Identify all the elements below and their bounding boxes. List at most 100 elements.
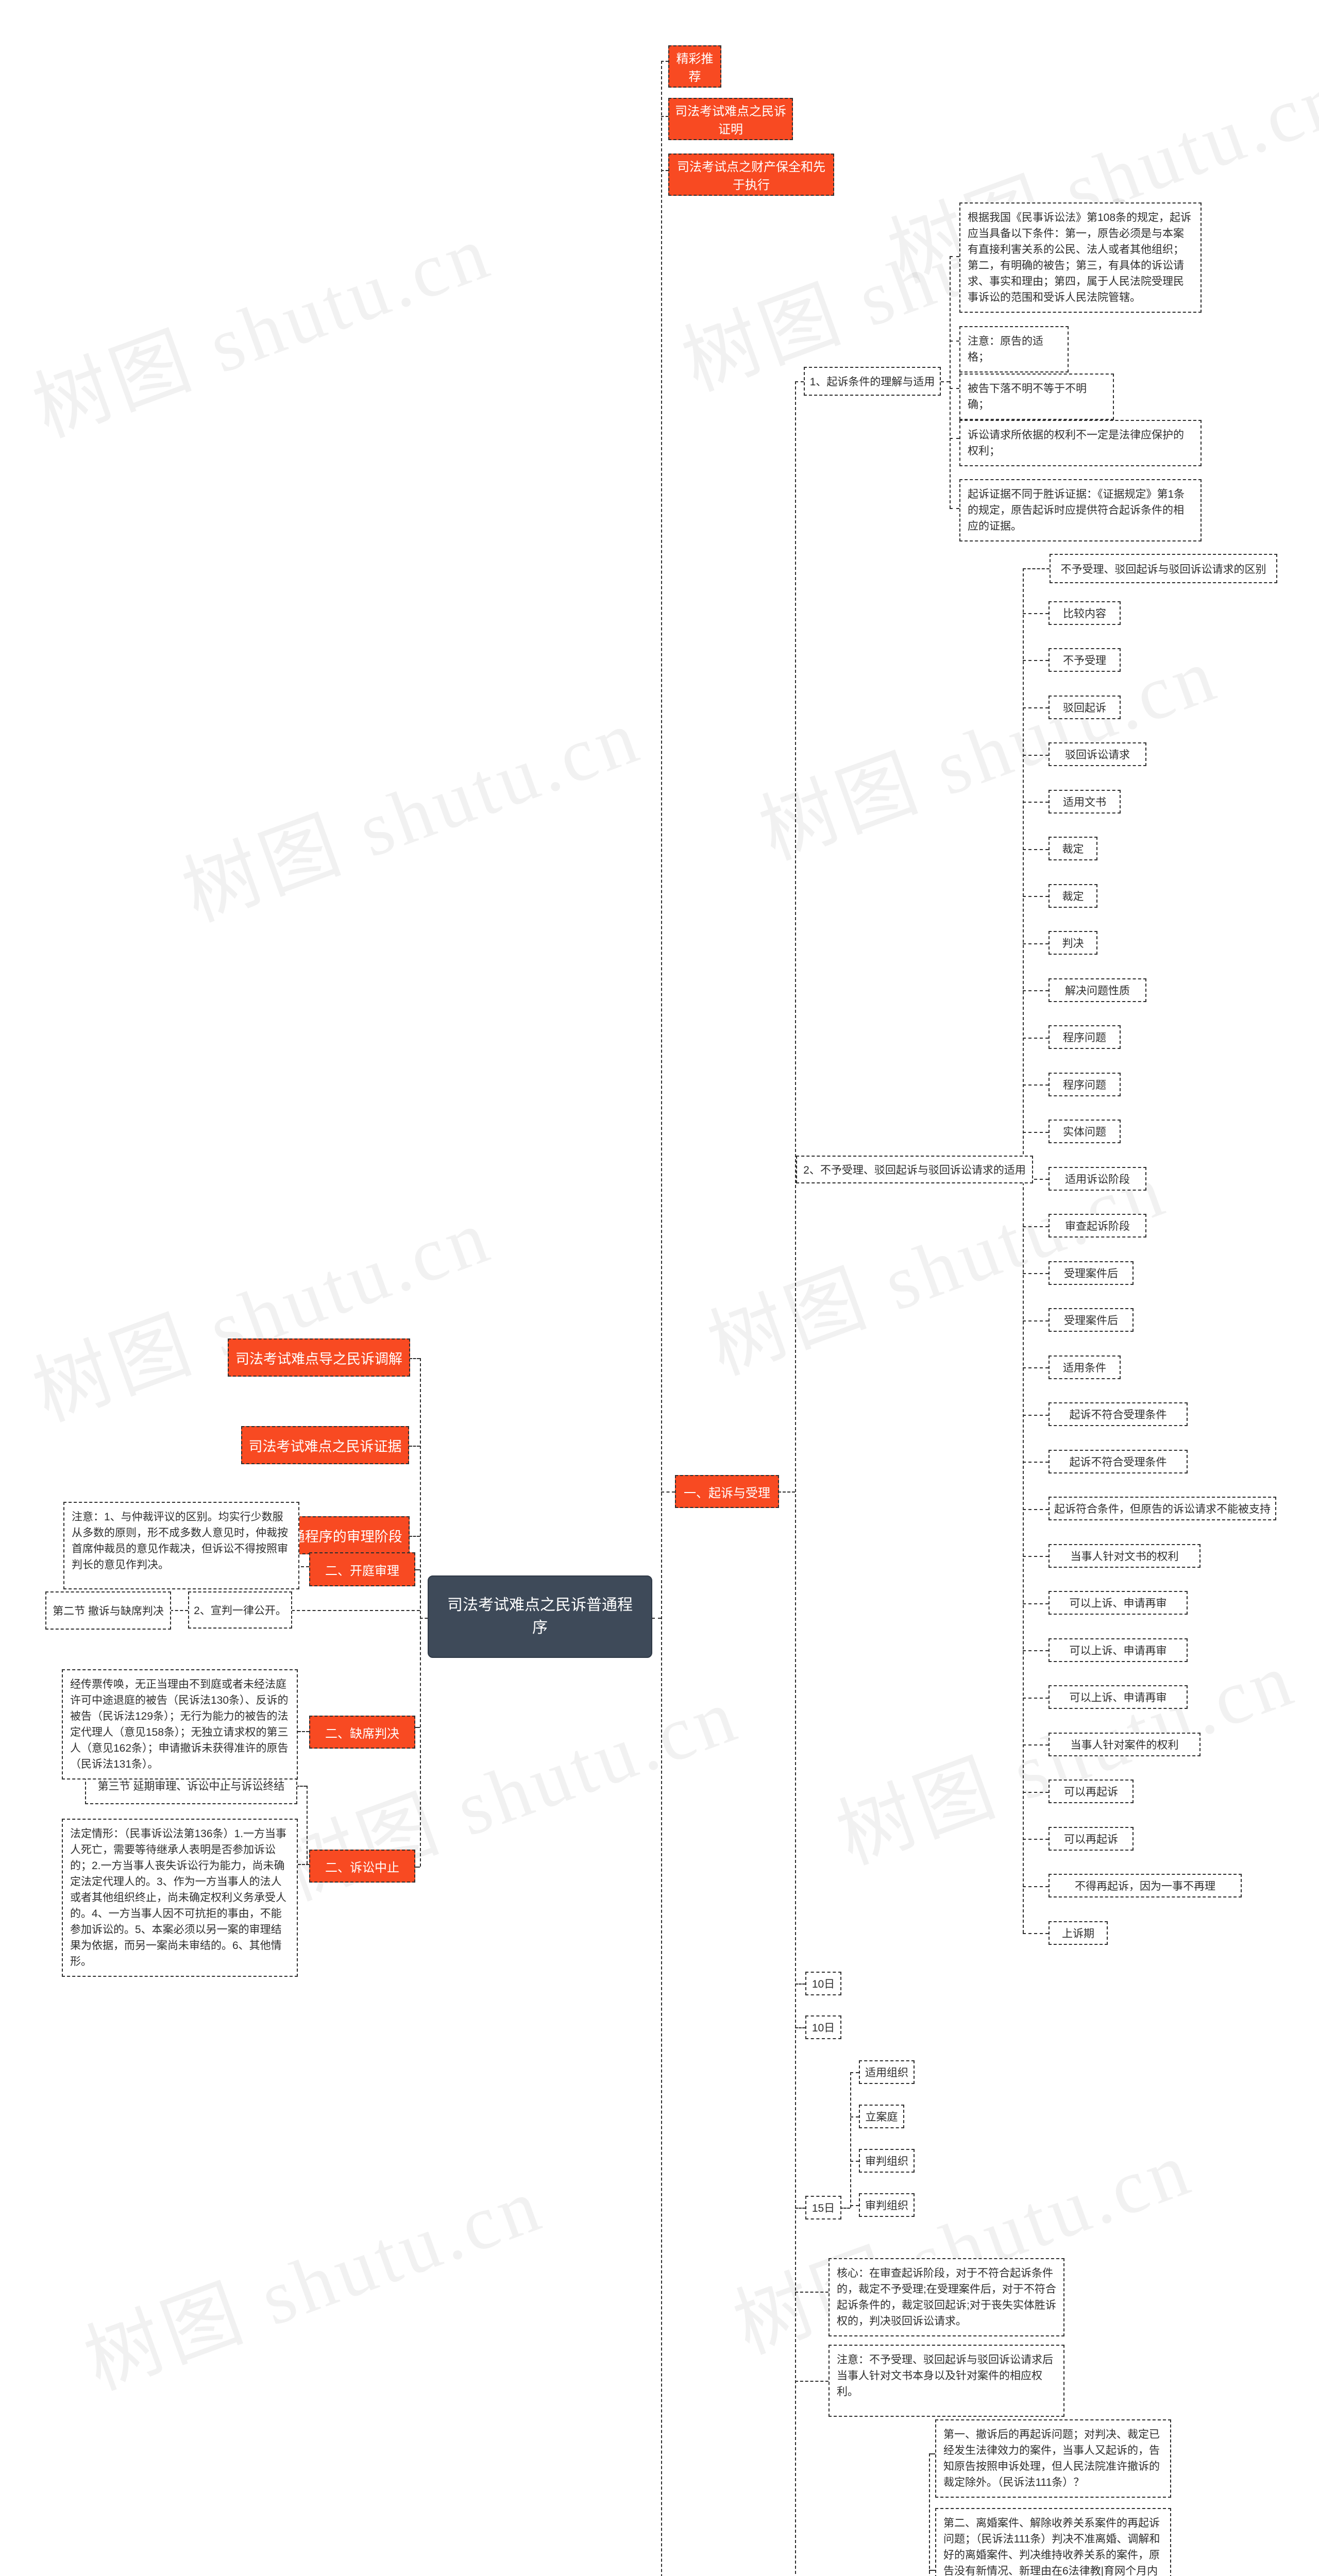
node-case-filing-division[interactable]: 立案庭 [859,2105,904,2128]
right-no-refile[interactable]: 不得再起诉，因为一事不再理 [1049,1874,1242,1897]
connector-line [1023,1886,1049,1887]
doc-ruling-a[interactable]: 裁定 [1049,837,1097,860]
node-filing-conditions[interactable]: 1、起诉条件的理解与适用 [804,367,941,396]
note-default-judgment-situations[interactable]: 经传票传唤，无正当理由不到庭或者未经法庭许可中途退庭的被告（民诉法130条）、反… [62,1669,298,1780]
connector-line [1023,660,1049,661]
connector-line [929,2453,930,2576]
cmp-dismiss-suit[interactable]: 驳回起诉 [1049,696,1121,719]
connector-line [1023,1320,1049,1321]
connector-line [652,1618,661,1619]
note-rights-after-ruling[interactable]: 注意：不予受理、驳回起诉与驳回诉讼请求后当事人针对文书本身以及针对案件的相应权利… [828,2345,1064,2417]
node-rejection-application[interactable]: 2、不予受理、驳回起诉与驳回诉讼请求的适用 [796,1156,1033,1183]
connector-line [1023,1462,1049,1463]
right-refile-a[interactable]: 可以再起诉 [1049,1780,1134,1803]
doc-ruling-b[interactable]: 裁定 [1049,884,1097,908]
watermark: 树图 shutu.cn [749,631,1229,876]
node-applicable-organization[interactable]: 适用组织 [859,2060,915,2084]
note-article-136[interactable]: 法定情形：（民事诉讼法第136条）1.一方当事人死亡，需要等待继承人表明是否参加… [62,1819,298,1977]
connector-line [307,1786,308,1864]
node-filing-and-acceptance[interactable]: 一、起诉与受理 [675,1475,779,1508]
node-civil-litigation-proof[interactable]: 司法考试难点之民诉证明 [668,98,793,140]
connector-line [661,61,668,62]
nature-procedural-a[interactable]: 程序问题 [1049,1025,1121,1049]
node-central-topic[interactable]: 司法考试难点之民诉普通程序 [428,1575,652,1658]
note-arbitration-difference[interactable]: 注意：1、与仲裁评议的区别。均实行少数服从多数的原则，形不成多数人意见时，仲裁按… [63,1502,299,1589]
node-featured-recommend[interactable]: 精彩推荐 [668,45,721,88]
row-problem-nature[interactable]: 解决问题性质 [1049,978,1146,1002]
connector-line [795,2381,828,2382]
node-litigation-suspension[interactable]: 二、诉讼中止 [309,1850,415,1883]
connector-line [1023,802,1049,803]
connector-line [950,256,951,509]
node-property-preservation[interactable]: 司法考试点之财产保全和先于执行 [668,154,834,196]
stage-after-acceptance-b[interactable]: 受理案件后 [1049,1308,1134,1332]
connector-line [1023,1226,1049,1227]
right-refile-b[interactable]: 可以再起诉 [1049,1827,1134,1851]
row-right-on-case[interactable]: 当事人针对案件的权利 [1049,1733,1200,1756]
connector-line [850,2205,859,2206]
note-plaintiff-standing[interactable]: 注意：原告的适格； [959,326,1069,372]
note-filing-evidence[interactable]: 起诉证据不同于胜诉证据：《证据规定》第1条的规定，原告起诉时应提供符合起诉条件的… [959,479,1202,541]
row-applicable-stage[interactable]: 适用诉讼阶段 [1049,1167,1146,1191]
connector-line [778,1492,795,1493]
node-civil-evidence[interactable]: 司法考试难点之民诉证据 [241,1426,409,1464]
node-10-days-a[interactable]: 10日 [805,1972,841,1995]
right-appeal-b[interactable]: 可以上诉、申请再审 [1049,1638,1188,1662]
note-refile-after-withdrawal[interactable]: 第一、撤诉后的再起诉问题；对判决、裁定已经发生法律效力的案件，当事人又起诉的，告… [935,2419,1171,2498]
node-trial-organization-b[interactable]: 审判组织 [859,2193,915,2217]
connector-line [1023,943,1049,944]
note-divorce-refile[interactable]: 第二、离婚案件、解除收养关系案件的再起诉问题；（民诉法111条）判决不准离婚、调… [935,2508,1171,2576]
connector-line [409,1536,420,1537]
right-appeal-c[interactable]: 可以上诉、申请再审 [1049,1685,1188,1709]
connector-line [950,508,959,509]
note-defendant-whereabouts[interactable]: 被告下落不明不等于不明确； [959,374,1114,420]
cmp-dismiss-claim[interactable]: 驳回诉讼请求 [1049,742,1146,766]
connector-line [296,1786,307,1787]
node-default-judgment[interactable]: 二、缺席判决 [309,1716,415,1749]
connector-line [298,1731,309,1732]
node-section2-withdrawal-default[interactable]: 第二节 撤诉与缺席判决 [45,1591,171,1630]
note-claim-basis-right[interactable]: 诉讼请求所依据的权利不一定是法律应保护的权利； [959,420,1202,466]
nature-procedural-b[interactable]: 程序问题 [1049,1073,1121,1096]
note-article-108[interactable]: 根据我国《民事诉讼法》第108条的规定，起诉应当具备以下条件：第一，原告必须是与… [959,202,1202,313]
node-public-pronouncement[interactable]: 2、宣判一律公开。 [188,1591,292,1629]
watermark: 树图 shutu.cn [23,1193,502,1437]
right-appeal-a[interactable]: 可以上诉、申请再审 [1049,1591,1188,1615]
connector-line [1023,990,1049,991]
cmp-no-acceptance[interactable]: 不予受理 [1049,648,1121,672]
cond-not-meet-a[interactable]: 起诉不符合受理条件 [1049,1402,1188,1426]
connector-line [409,1358,420,1359]
row-right-on-document[interactable]: 当事人针对文书的权利 [1049,1544,1200,1568]
row-applicable-document[interactable]: 适用文书 [1049,790,1121,814]
row-applicable-condition[interactable]: 适用条件 [1049,1355,1121,1379]
connector-line [950,341,959,342]
cond-meet-but-unsupported[interactable]: 起诉符合条件，但原告的诉讼请求不能被支持 [1049,1497,1276,1520]
stage-after-acceptance-a[interactable]: 受理案件后 [1049,1261,1134,1285]
node-civil-mediation[interactable]: 司法考试难点导之民诉调解 [228,1338,410,1377]
cmp-header[interactable]: 比较内容 [1049,601,1121,625]
connector-line [950,388,959,389]
connector-line [661,116,668,117]
note-core-rule[interactable]: 核心：在审查起诉阶段，对于不符合起诉条件的，裁定不予受理;在受理案件后，对于不符… [828,2258,1064,2336]
doc-judgment[interactable]: 判决 [1049,931,1097,955]
node-15-days[interactable]: 15日 [805,2196,841,2219]
connector-line [1023,613,1049,614]
node-court-hearing[interactable]: 二、开庭审理 [309,1552,415,1586]
connector-line [1023,896,1049,897]
connector-line [795,2208,805,2209]
connector-line [950,438,959,439]
node-10-days-b[interactable]: 10日 [805,2015,841,2039]
connector-line [941,381,950,382]
nature-substantive[interactable]: 实体问题 [1049,1120,1121,1143]
connector-line [795,2292,828,2293]
connector-line [929,2570,935,2571]
connector-line [1023,1084,1049,1086]
connector-line [415,1569,420,1570]
node-distinction-header[interactable]: 不予受理、驳回起诉与驳回诉讼请求的区别 [1050,554,1277,583]
node-trial-organization-a[interactable]: 审判组织 [859,2149,915,2173]
appeal-period[interactable]: 上诉期 [1049,1921,1108,1945]
cond-not-meet-b[interactable]: 起诉不符合受理条件 [1049,1450,1188,1473]
connector-line [1023,1415,1049,1416]
stage-review-filing[interactable]: 审查起诉阶段 [1049,1214,1146,1238]
